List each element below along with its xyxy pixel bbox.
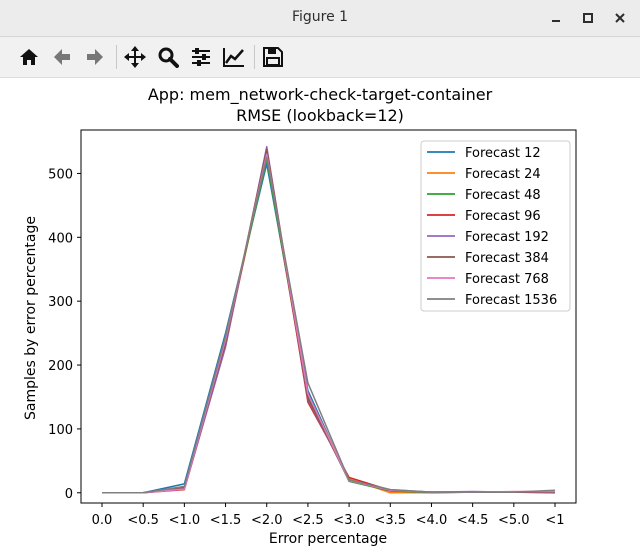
forward-button[interactable] xyxy=(80,42,110,72)
save-icon xyxy=(263,47,283,67)
legend-label: Forecast 1536 xyxy=(465,293,557,308)
legend-label: Forecast 192 xyxy=(465,230,549,245)
close-icon xyxy=(615,13,625,23)
legend-label: Forecast 24 xyxy=(465,167,541,182)
y-tick-label: 400 xyxy=(48,231,73,246)
y-tick-label: 300 xyxy=(48,295,73,310)
maximize-icon xyxy=(583,13,593,23)
minimize-button[interactable] xyxy=(546,8,566,28)
series-lines xyxy=(102,145,556,494)
x-tick-label: <3.5 xyxy=(374,513,406,528)
toolbar-separator xyxy=(254,45,255,69)
y-axis-label: Samples by error percentage xyxy=(23,216,39,420)
home-button[interactable] xyxy=(14,42,44,72)
x-tick-label: <5.0 xyxy=(498,513,530,528)
legend: Forecast 12 Forecast 24 Forecast 48 Forecas… xyxy=(420,140,571,312)
x-tick-label: <2.0 xyxy=(251,513,283,528)
x-tick-label: <0.5 xyxy=(127,513,159,528)
chart-subtitle: RMSE (lookback=12) xyxy=(236,106,404,125)
x-tick-label: <1.0 xyxy=(169,513,201,528)
legend-label: Forecast 96 xyxy=(465,209,541,224)
navigation-toolbar xyxy=(0,37,640,78)
forward-arrow-icon xyxy=(87,49,103,65)
configure-subplots-icon xyxy=(192,48,210,66)
edit-axis-icon xyxy=(223,48,244,67)
legend-label: Forecast 768 xyxy=(465,272,549,287)
close-button[interactable] xyxy=(610,8,630,28)
legend-frame xyxy=(420,140,571,312)
legend-label: Forecast 12 xyxy=(465,146,541,161)
series-line-forecast-1536 xyxy=(102,156,556,494)
legend-label: Forecast 48 xyxy=(465,188,541,203)
minimize-icon xyxy=(552,20,560,22)
maximize-button[interactable] xyxy=(578,8,598,28)
configure-subplots-button[interactable] xyxy=(186,42,216,72)
y-tick-label: 200 xyxy=(48,359,73,374)
zoom-button[interactable] xyxy=(153,42,183,72)
x-tick-label: <1 xyxy=(545,513,564,528)
x-tick-label: 0.0 xyxy=(92,513,113,528)
x-tick-label: <4.5 xyxy=(457,513,489,528)
y-tick-label: 500 xyxy=(48,167,73,182)
chart-title: App: mem_network-check-target-container xyxy=(148,85,493,105)
y-tick-label: 100 xyxy=(48,423,73,438)
home-icon xyxy=(20,49,38,65)
x-tick-label: <1.5 xyxy=(210,513,242,528)
legend-label: Forecast 384 xyxy=(465,251,549,266)
window-titlebar: Figure 1 xyxy=(0,0,640,37)
save-button[interactable] xyxy=(258,42,288,72)
pan-icon xyxy=(124,46,146,68)
window-title: Figure 1 xyxy=(291,9,349,25)
axis-ticks: 0.0 <0.5 <1.0 <1.5 <2.0 <2.5 <3.0 <3.5 <4.0 <4.5 <… xyxy=(48,167,564,528)
x-axis-label: Error percentage xyxy=(269,531,387,547)
plot-frame xyxy=(80,129,577,504)
x-tick-label: <4.0 xyxy=(416,513,448,528)
back-arrow-icon xyxy=(54,49,70,65)
zoom-icon xyxy=(158,47,179,68)
x-tick-label: <2.5 xyxy=(292,513,324,528)
edit-axis-button[interactable] xyxy=(219,42,249,72)
chart-canvas: App: mem_network-check-target-container … xyxy=(23,85,577,547)
back-button[interactable] xyxy=(47,42,77,72)
toolbar-separator xyxy=(116,45,117,69)
y-tick-label: 0 xyxy=(65,487,73,502)
pan-button[interactable] xyxy=(120,42,150,72)
x-tick-label: <3.0 xyxy=(333,513,365,528)
